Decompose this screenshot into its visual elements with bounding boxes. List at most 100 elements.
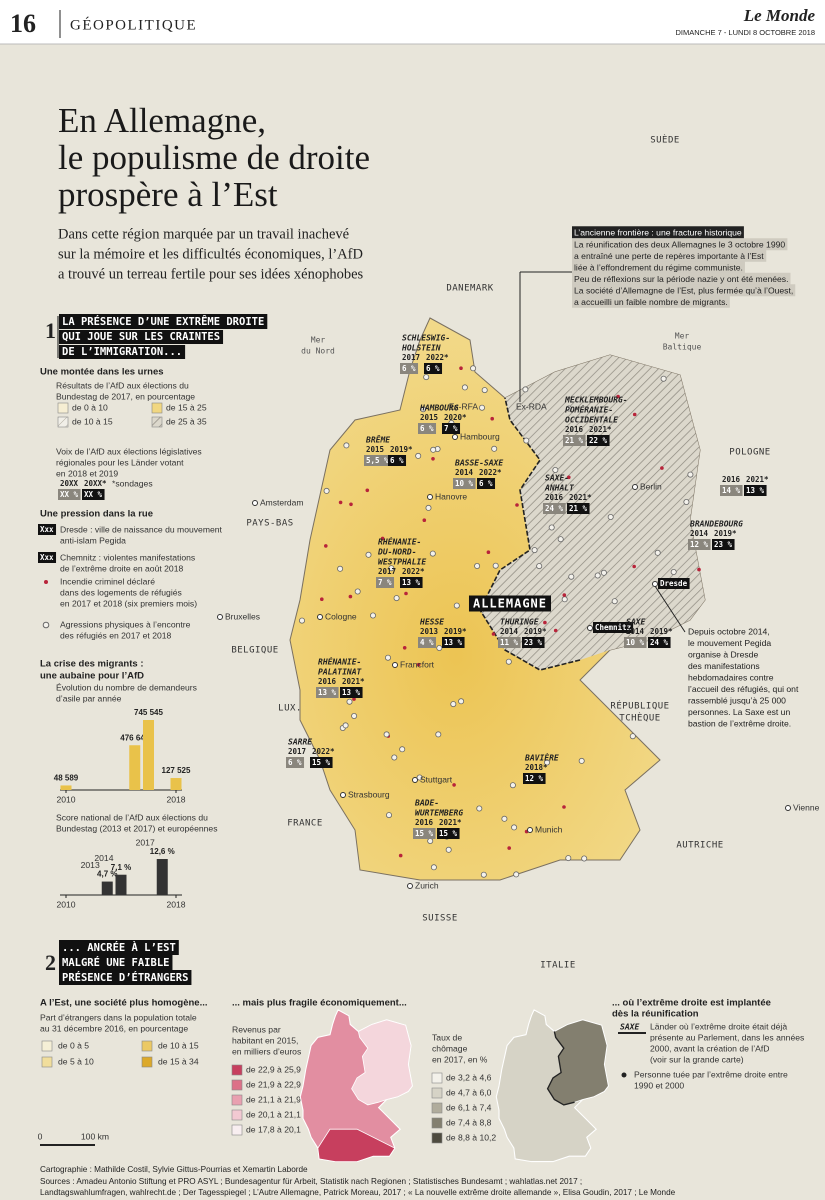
value-label: 7,1 % [111,863,131,872]
country-label: TCHÈQUE [619,712,660,724]
assault-dot [568,573,575,580]
assault-dot [536,563,543,570]
bar [170,778,182,790]
assault-dot [544,759,551,766]
assault-dot [351,713,358,720]
arson-dot [324,544,328,548]
section-heading: PRÉSENCE D’ÉTRANGERS [62,971,188,984]
label-box [413,828,436,839]
x-tick-label: 2018 [166,899,185,909]
assault-dot [385,812,392,819]
label-box [720,485,743,496]
arson-dot [491,632,496,636]
state-value: 15 % [439,829,458,838]
label-box [572,249,767,262]
arson-dot [348,594,353,599]
assault-dot [430,446,437,453]
mini-border [546,1031,575,1106]
sample-year: 20XX* [84,479,107,488]
assault-dot [492,562,499,569]
header-band [0,0,825,44]
state-year: 2017 [402,353,420,362]
state-value: 13 % [444,638,463,647]
legend-text: chômage [432,1043,468,1053]
legend-item: de 10 à 15 [158,1040,199,1050]
label-box [593,622,634,633]
label-box [442,423,461,434]
state-name: MECKLEMBOURG- [564,396,628,405]
city-label: Stuttgart [420,774,453,784]
state-name: OCCIDENTALE [565,416,618,425]
city-dot [785,805,791,811]
arson-dot [320,597,324,601]
city-dot [340,792,346,798]
state-year: 2022* [312,747,335,756]
state-year: 2021* [342,677,365,686]
label-box [468,595,552,612]
bar [143,720,154,790]
label-box [712,539,735,550]
label-box [38,524,57,535]
assault-dot [423,374,430,381]
legend-item: de 22,9 à 25,9 [246,1064,301,1074]
year-label: 2014 [94,853,113,863]
label-box [400,577,423,588]
state-year: 2016 [415,818,434,827]
legend-text: (voir sur la grande carte) [650,1054,744,1064]
legend-text: régionales pour les Länder votant [56,457,184,467]
callout-text: La société d’Allemagne de l’Est, plus fe… [574,285,793,295]
legend-swatch [231,1079,243,1091]
state-value: 6 % [479,479,493,488]
state-value: 7 % [444,424,458,433]
assault-dot [470,365,477,372]
legend-title: Une montée dans les urnes [40,367,164,378]
legend-swatch [57,416,69,428]
state-year: 2016 [545,493,564,502]
legend-swatch [431,1072,443,1084]
sea-label: du Nord [301,347,335,356]
assault-dot [531,547,538,554]
label-box [418,637,437,648]
legend-swatch [231,1094,243,1106]
assault-dot [435,731,442,738]
state-name: RHÉNANIE- [378,536,421,547]
arson-dot [404,591,408,596]
legend-text: Résultats de l’AfD aux élections du [56,380,189,390]
country-label: POLOGNE [729,448,770,458]
state-year: 2014 [690,529,709,538]
label-box [286,757,305,768]
state-value: 10 % [626,638,645,647]
city-label: Bruxelles [225,611,260,621]
standfirst: sur la mémoire et les difficultés économ… [58,246,363,262]
legend-swatch [41,1040,53,1052]
state-value: 23 % [714,540,733,549]
country-label: BELGIQUE [231,646,278,656]
legend-item: de 5 à 10 [58,1056,94,1066]
assault-dot [670,569,677,576]
state-name: BRANDEBOURG [689,520,743,529]
arson-dot [398,853,403,858]
state-value: 14 % [722,486,741,495]
section-heading: QUI JOUE SUR LES CRAINTES [62,331,220,343]
assault-dot [393,595,400,602]
label-box [648,637,671,648]
legend-swatch [431,1132,443,1144]
assault-dot [548,524,555,531]
legend-item: de 20,1 à 21,1 [246,1109,301,1119]
state-value: 12 % [690,540,709,549]
scale-label: 0 [38,1131,43,1141]
assault-dot [505,658,512,665]
sample-note: *sondages [112,478,153,488]
border-label: Ex-RFA [449,401,479,411]
country-label: ITALIE [540,961,576,971]
legend-swatch [141,1056,153,1068]
assault-dot [581,855,588,862]
x-tick-label: 2010 [56,899,75,909]
sea-label: Mer [311,336,326,345]
assault-dot [429,550,436,557]
year-label: 2013 [81,860,100,870]
state-year: 2019* [714,529,737,538]
state-value: 6 % [402,364,416,373]
bar [156,859,168,895]
legend-text: Chemnitz : violentes manifestations [60,552,195,562]
